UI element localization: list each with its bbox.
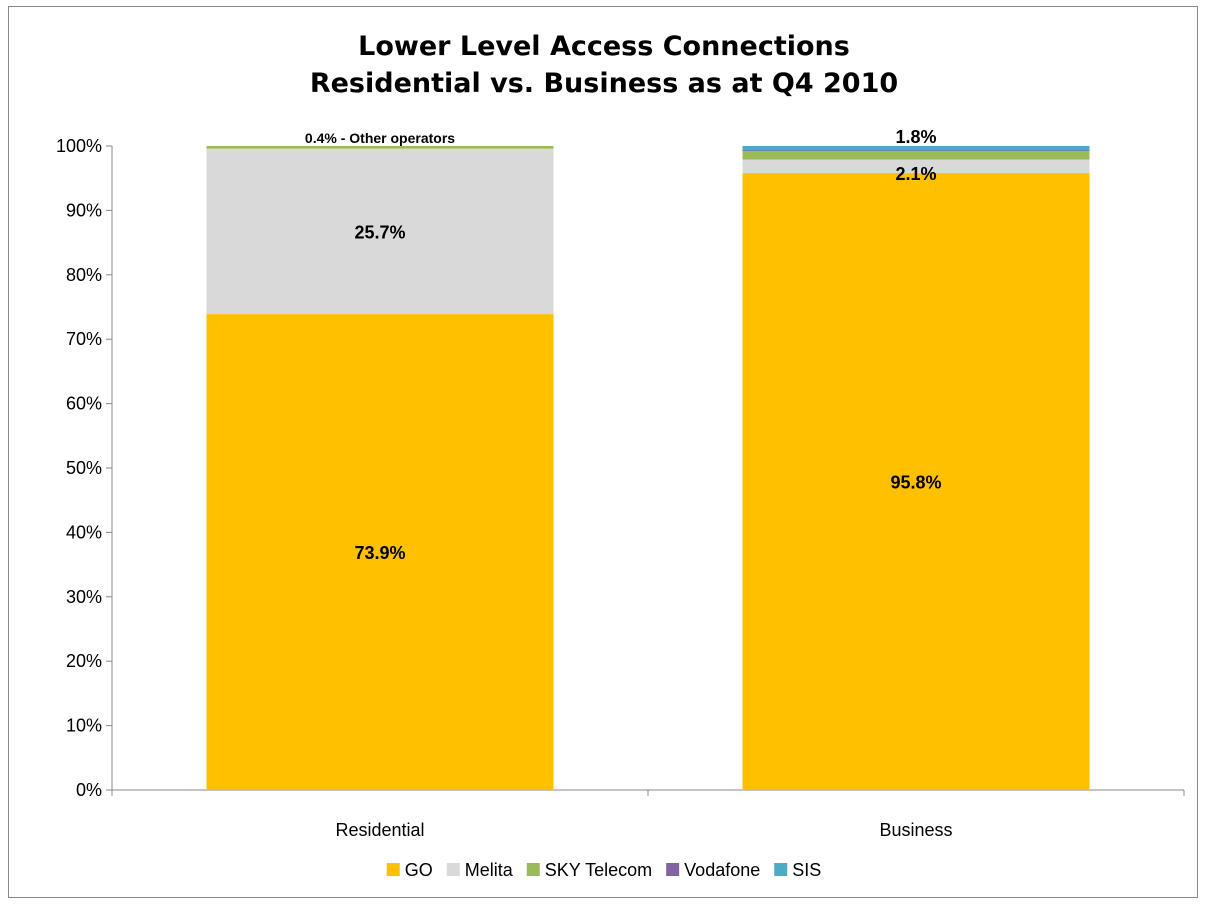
data-label: 2.1% xyxy=(895,164,936,184)
legend-label-go: GO xyxy=(405,860,433,880)
bar-business-melita xyxy=(742,159,1090,174)
data-label: 25.7% xyxy=(354,222,405,242)
x-category-label: Residential xyxy=(335,820,424,840)
bar-business-sky-telecom xyxy=(742,151,1090,160)
y-tick-label: 30% xyxy=(66,587,102,607)
y-tick-label: 60% xyxy=(66,394,102,414)
y-tick-label: 20% xyxy=(66,651,102,671)
y-tick-label: 80% xyxy=(66,265,102,285)
bar-business-go xyxy=(742,173,1090,791)
x-category-label: Business xyxy=(879,820,952,840)
chart-title-line-1: Lower Level Access Connections xyxy=(358,31,850,62)
y-tick-label: 100% xyxy=(56,136,102,156)
chart-frame: Lower Level Access Connections Residentia… xyxy=(8,6,1198,898)
y-tick-label: 0% xyxy=(76,780,102,800)
legend: GO Melita SKY Telecom Vodafone SIS xyxy=(386,860,821,880)
data-label: 73.9% xyxy=(354,543,405,563)
y-tick-label: 40% xyxy=(66,522,102,542)
data-label: 1.8% xyxy=(895,127,936,147)
axes: 0% 10% 20% 30% 40% 50% 60% 70% 80% 90% 100% Residen… xyxy=(56,136,1185,840)
legend-label-sis: SIS xyxy=(792,860,821,880)
data-label: 0.4% - Other operators xyxy=(305,130,455,146)
chart-title: Lower Level Access Connections Residentia… xyxy=(310,31,898,99)
bar-residential-sky-telecom xyxy=(206,146,554,149)
bar-business-vodafone xyxy=(742,150,1090,152)
legend-swatch-go xyxy=(386,863,400,876)
legend-swatch-melita xyxy=(446,863,460,876)
bar-residential-melita xyxy=(206,148,554,315)
legend-swatch-vodafone xyxy=(666,863,680,876)
legend-swatch-sky-telecom xyxy=(526,863,540,876)
stacked-bar-chart: Lower Level Access Connections Residentia… xyxy=(56,31,1185,880)
y-tick-label: 90% xyxy=(66,200,102,220)
data-labels: 73.9% 25.7% 0.4% - Other operators 95.8% 2.1… xyxy=(305,127,942,563)
legend-label-sky-telecom: SKY Telecom xyxy=(545,860,652,880)
legend-swatch-sis xyxy=(774,863,788,876)
y-tick-label: 10% xyxy=(66,716,102,736)
chart-title-line-2: Residential vs. Business as at Q4 2010 xyxy=(310,68,898,99)
data-label: 95.8% xyxy=(890,473,941,493)
legend-label-melita: Melita xyxy=(465,860,514,880)
y-tick-label: 50% xyxy=(66,458,102,478)
legend-label-vodafone: Vodafone xyxy=(684,860,760,880)
bar-residential-go xyxy=(206,314,554,790)
bar-business-sis xyxy=(742,146,1090,151)
bars xyxy=(206,146,1090,791)
y-tick-label: 70% xyxy=(66,329,102,349)
